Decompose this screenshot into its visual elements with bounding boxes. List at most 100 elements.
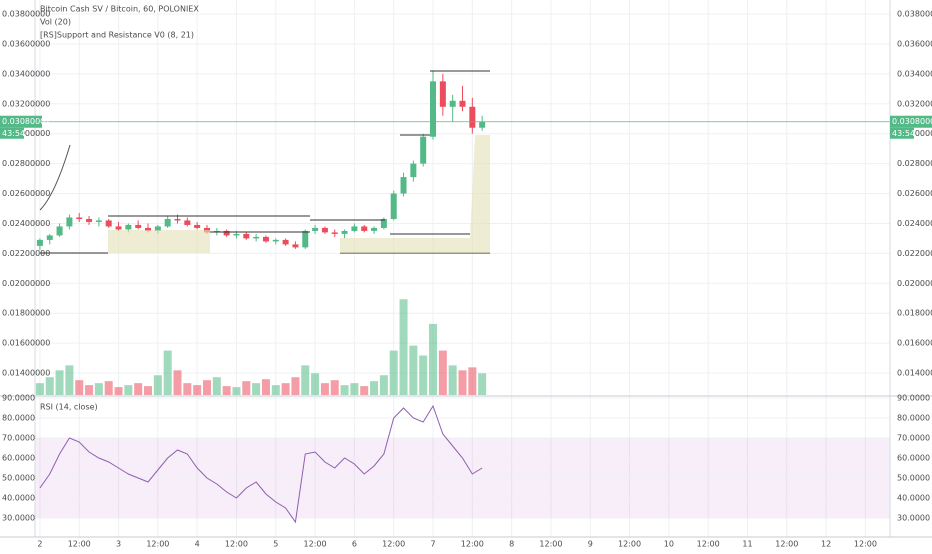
volume-bar <box>429 323 438 395</box>
candle-body <box>125 224 132 230</box>
y-tick-label: 0.01600000 <box>2 339 50 348</box>
candle-body <box>302 230 309 248</box>
volume-bar <box>114 387 123 395</box>
y-tick-label: 50.0000 <box>897 474 930 483</box>
price-tag-label: 0.03080007 <box>892 117 932 126</box>
candle-body <box>233 233 240 236</box>
candle-body <box>262 236 269 242</box>
candle-body <box>390 193 397 219</box>
volume-bar <box>340 385 349 395</box>
volume-bar <box>65 365 74 395</box>
candle-body <box>479 121 486 128</box>
y-tick-label: 0.03200000 <box>897 99 932 108</box>
x-tick-label: 12:00 <box>618 540 641 549</box>
volume-bar <box>163 350 172 395</box>
candle-body <box>86 218 93 222</box>
volume-bar <box>202 380 211 395</box>
candle-body <box>135 224 142 228</box>
candle-body <box>410 163 417 178</box>
price-tag <box>0 115 42 128</box>
x-tick-label: 3 <box>116 540 121 549</box>
candle-body <box>115 226 122 230</box>
volume-bar <box>45 377 54 395</box>
y-tick-label: 0.02200000 <box>897 249 932 258</box>
y-tick-label: 0.03800000 <box>897 10 932 19</box>
y-tick-label: 0.02400000 <box>2 219 50 228</box>
y-tick-label: 0.03600000 <box>2 39 50 48</box>
volume-bar <box>222 386 231 395</box>
y-tick-label: 0.02600000 <box>2 189 50 198</box>
volume-bar <box>55 370 64 395</box>
y-tick-label: 70.0000 <box>2 434 35 443</box>
chart-title: Bitcoin Cash SV / Bitcoin, 60, POLONIEX <box>40 5 199 14</box>
volume-bar <box>389 350 398 395</box>
volume-bar <box>399 299 408 395</box>
candle-body <box>194 224 201 228</box>
sr-curve <box>39 144 71 211</box>
candle-body <box>420 136 427 164</box>
volume-bar <box>271 385 280 395</box>
volume-bar <box>212 377 221 395</box>
y-tick-label: 0.02200000 <box>2 249 50 258</box>
candle-body <box>459 100 466 107</box>
candle-body <box>400 177 407 194</box>
x-tick-label: 12:00 <box>382 540 405 549</box>
candle-body <box>46 235 53 240</box>
y-tick-label: 40.0000 <box>897 494 930 503</box>
y-tick-label: 0.03000000 <box>2 129 50 138</box>
price-tag <box>890 115 932 128</box>
x-tick-label: 12:00 <box>304 540 327 549</box>
volume-bar <box>330 380 339 395</box>
candle-body <box>66 217 73 227</box>
candle-body <box>371 227 378 231</box>
x-tick-label: 12:00 <box>461 540 484 549</box>
y-tick-label: 0.01400000 <box>897 369 932 378</box>
volume-bar <box>173 370 182 395</box>
x-tick-label: 12:00 <box>539 540 562 549</box>
y-tick-label: 0.02600000 <box>897 189 932 198</box>
x-tick-label: 10 <box>664 540 674 549</box>
x-tick-label: 7 <box>430 540 435 549</box>
candle-body <box>105 220 112 227</box>
candle-body <box>36 239 43 246</box>
x-tick-label: 6 <box>352 540 357 549</box>
candle-body <box>95 220 102 222</box>
y-tick-label: 0.03400000 <box>2 69 50 78</box>
x-tick-label: 8 <box>509 540 514 549</box>
x-tick-label: 2 <box>37 540 42 549</box>
x-tick-label: 12:00 <box>68 540 91 549</box>
volume-bar <box>419 355 428 395</box>
x-tick-label: 11 <box>742 540 752 549</box>
volume-bar <box>360 386 369 395</box>
volume-bar <box>281 383 290 395</box>
candle-body <box>351 226 358 231</box>
x-tick-label: 12:00 <box>225 540 248 549</box>
y-tick-label: 60.0000 <box>2 454 35 463</box>
candle-body <box>430 81 437 137</box>
volume-bar <box>134 383 143 395</box>
volume-bar <box>94 383 103 395</box>
candle-body <box>321 227 328 233</box>
countdown-tag <box>890 127 914 139</box>
marks <box>35 70 890 524</box>
y-tick-label: 0.03200000 <box>2 99 50 108</box>
x-tick-label: 5 <box>273 540 278 549</box>
volume-bar <box>144 386 153 395</box>
indicator-label: [RS]Support and Resistance V0 (8, 21) <box>40 31 194 40</box>
sr-zone <box>108 135 490 253</box>
x-tick-label: 4 <box>195 540 200 549</box>
y-tick-label: 50.0000 <box>2 474 35 483</box>
candle-body <box>272 239 279 242</box>
volume-bar <box>370 381 379 395</box>
volume-bar <box>261 379 270 395</box>
y-tick-label: 0.02000000 <box>2 279 50 288</box>
x-tick-label: 9 <box>588 540 593 549</box>
y-tick-label: 30.0000 <box>2 514 35 523</box>
indicator-label: Vol (20) <box>40 18 71 27</box>
candle-body <box>56 226 63 236</box>
volume-bar <box>153 375 162 395</box>
y-tick-label: 0.02000000 <box>897 279 932 288</box>
volume-bar <box>458 370 467 395</box>
y-tick-label: 0.02800000 <box>897 159 932 168</box>
